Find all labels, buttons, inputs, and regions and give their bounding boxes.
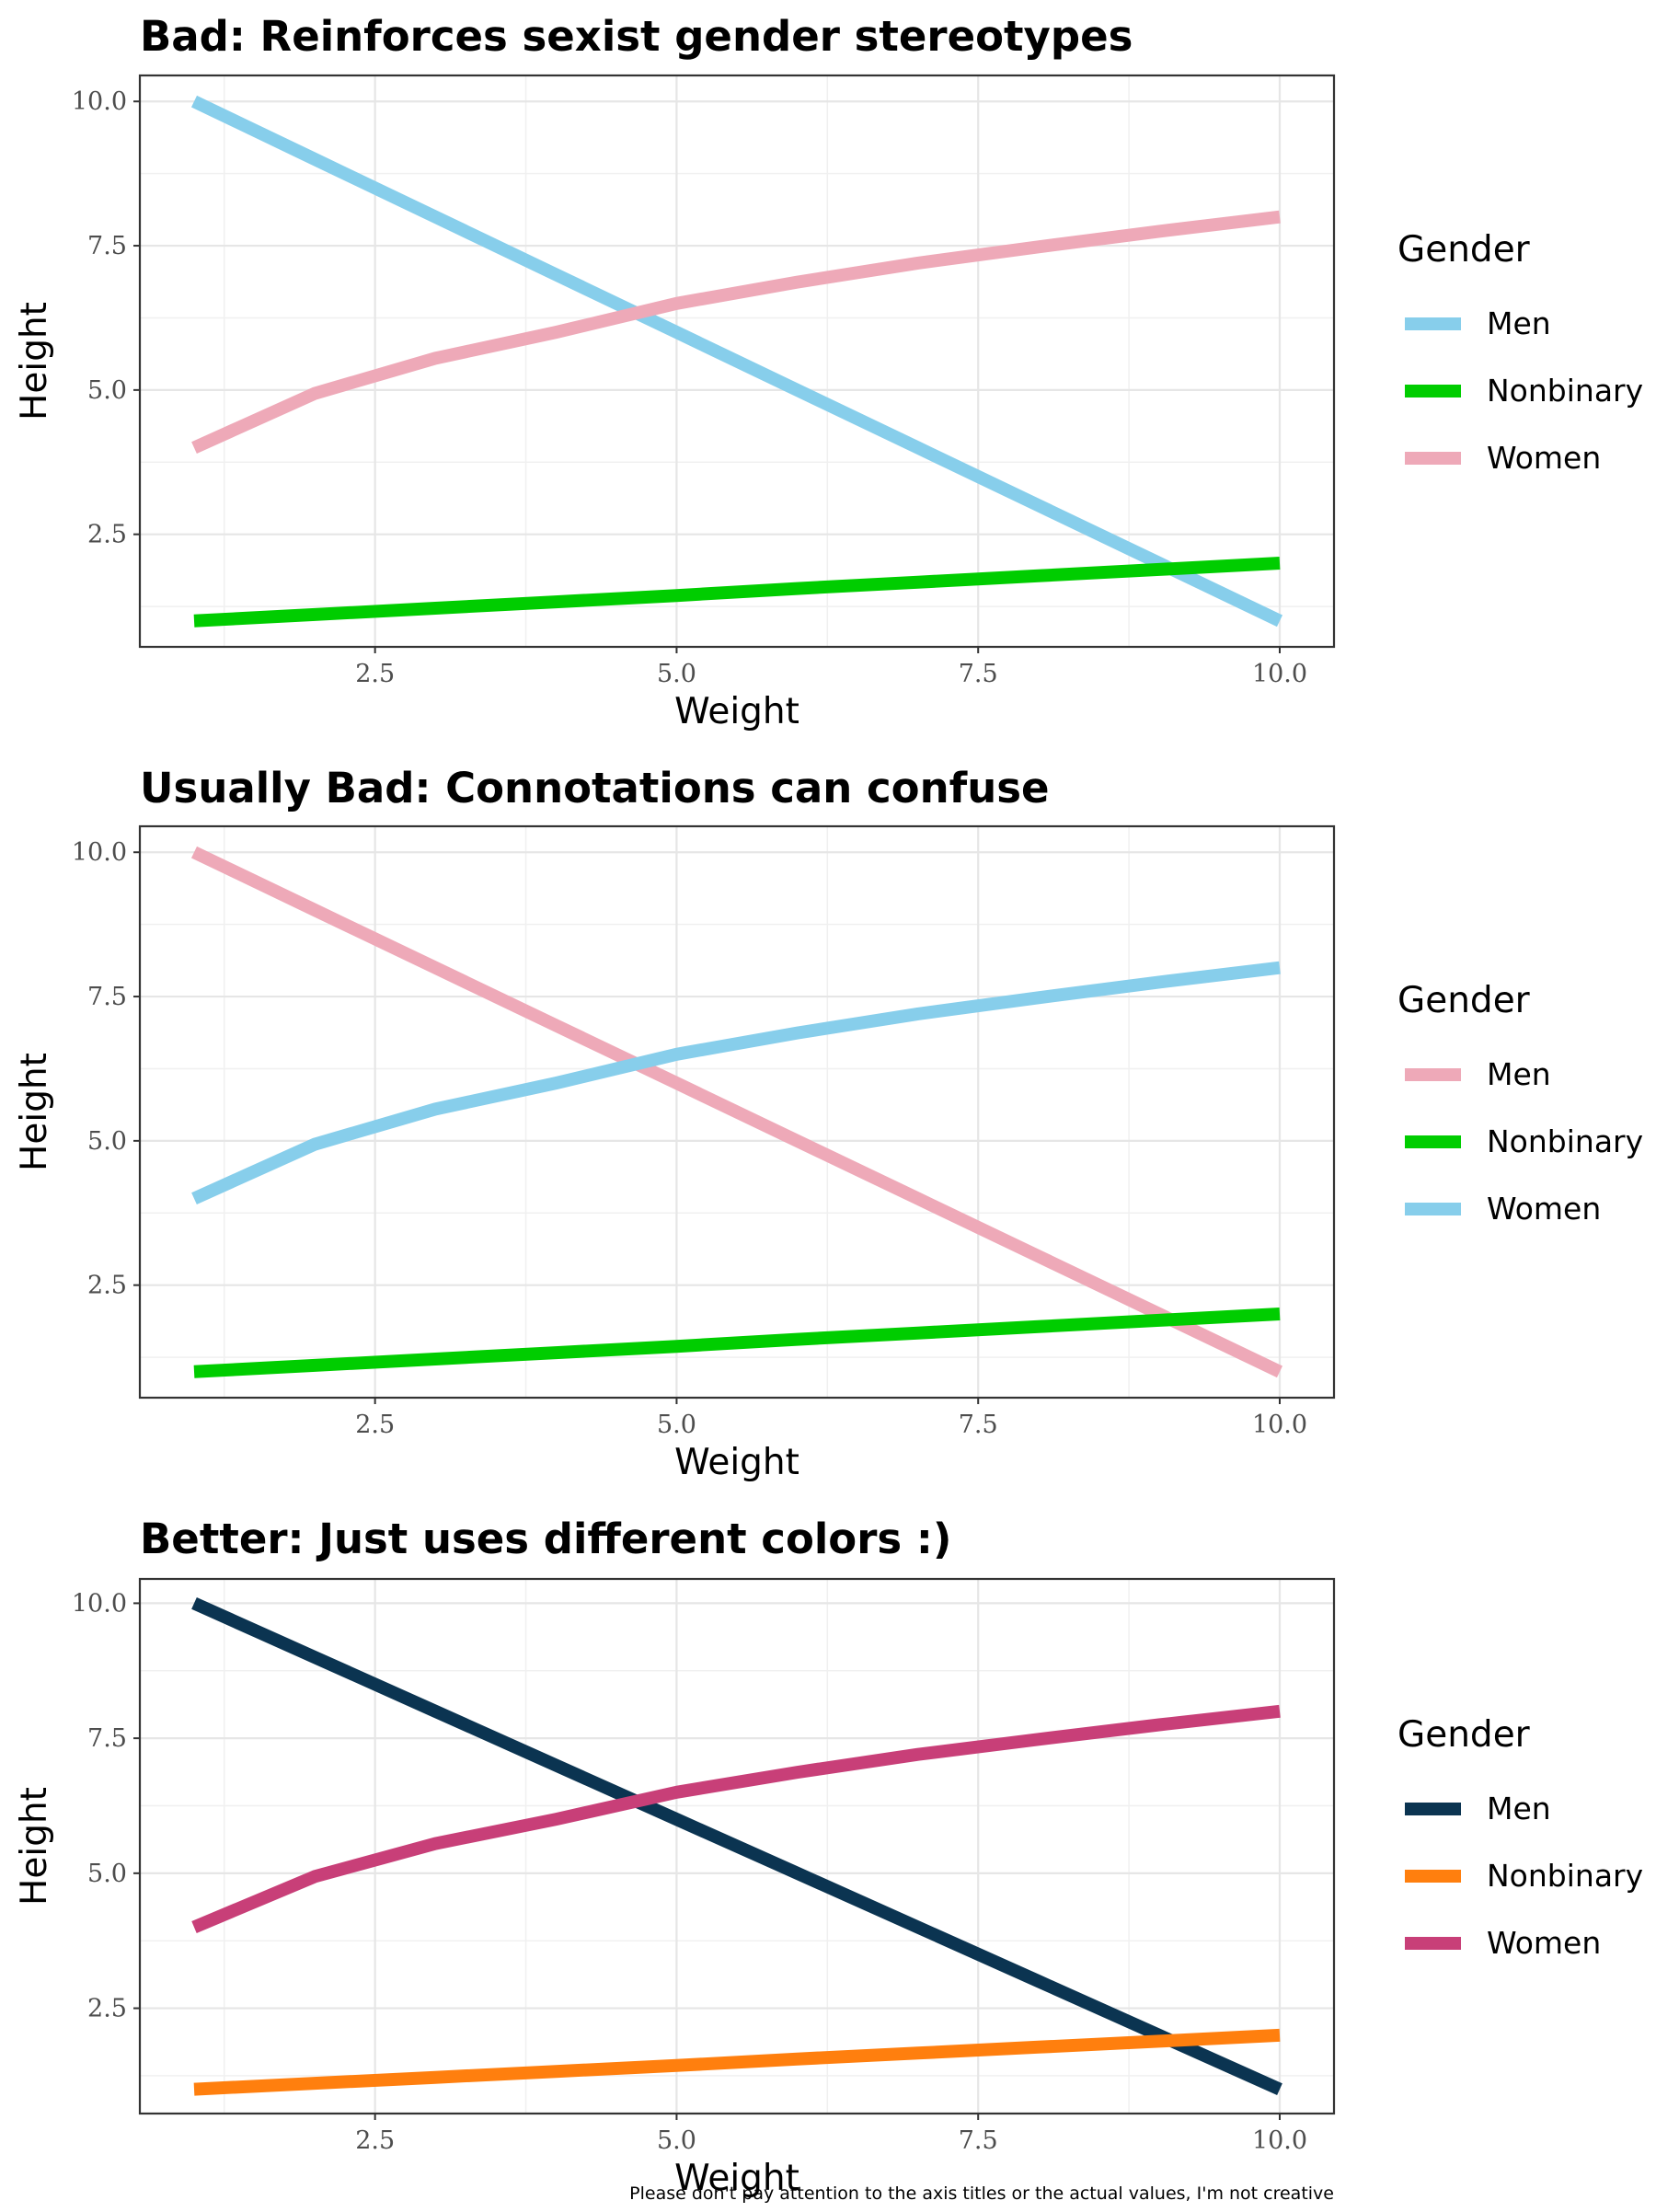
y-tick-label: 10.0 (72, 838, 127, 867)
chart-panel-3: Better: Just uses different colors :) 2.5… (14, 1515, 1643, 2199)
series-line-men (190, 95, 1283, 628)
series-line-women (191, 1704, 1281, 1933)
series-line-nonbinary (193, 557, 1281, 628)
series-line-women (191, 210, 1281, 454)
y-tick-label: 10.0 (72, 87, 127, 116)
chart-panel-2: Usually Bad: Connotations can confuse 2.5… (14, 764, 1643, 1483)
legend-label-women: Women (1487, 440, 1601, 476)
legend-label-men: Men (1487, 1791, 1551, 1826)
legend-label-men: Men (1487, 1056, 1551, 1092)
x-tick-label: 10.0 (1252, 660, 1307, 688)
x-axis-title: Weight (674, 1442, 799, 1483)
y-tick-label: 7.5 (87, 232, 127, 260)
y-axis-title: Height (14, 1053, 55, 1171)
chart-title: Usually Bad: Connotations can confuse (140, 764, 1050, 812)
y-tick-label: 10.0 (72, 1589, 127, 1618)
legend: Gender Men Nonbinary Women (1397, 1714, 1643, 1961)
legend-label-nonbinary: Nonbinary (1487, 373, 1643, 409)
legend-title: Gender (1397, 229, 1531, 271)
y-tick-label: 2.5 (87, 1272, 127, 1300)
chart-title: Better: Just uses different colors :) (140, 1515, 951, 1563)
legend-label-men: Men (1487, 305, 1551, 341)
series-line-men (191, 1597, 1282, 2095)
series-line-nonbinary (193, 1308, 1281, 1378)
y-tick-label: 5.0 (87, 1860, 127, 1888)
x-tick-label: 10.0 (1252, 2126, 1307, 2155)
x-tick-label: 7.5 (959, 2126, 998, 2155)
y-tick-label: 7.5 (87, 1724, 127, 1753)
x-tick-label: 7.5 (959, 660, 998, 688)
legend: Gender Men Nonbinary Women (1397, 229, 1643, 476)
chart-panel-1: Bad: Reinforces sexist gender stereotype… (14, 12, 1643, 732)
y-tick-label: 2.5 (87, 1995, 127, 2023)
x-tick-label: 10.0 (1252, 1411, 1307, 1439)
legend-label-nonbinary: Nonbinary (1487, 1123, 1643, 1159)
y-tick-label: 7.5 (87, 983, 127, 1011)
x-axis-title: Weight (674, 691, 799, 732)
y-axis-title: Height (14, 1787, 55, 1906)
x-tick-label: 5.0 (657, 1411, 696, 1439)
x-tick-label: 2.5 (355, 1411, 395, 1439)
x-tick-label: 2.5 (355, 2126, 395, 2155)
chart-title: Bad: Reinforces sexist gender stereotype… (140, 12, 1133, 61)
series-line-women (191, 961, 1281, 1204)
legend: Gender Men Nonbinary Women (1397, 980, 1643, 1227)
legend-title: Gender (1397, 1714, 1531, 1756)
x-tick-label: 2.5 (355, 660, 395, 688)
x-tick-label: 7.5 (959, 1411, 998, 1439)
series-line-men (190, 846, 1283, 1378)
plot-border (138, 74, 1336, 649)
x-axis-title: Weight (674, 2158, 799, 2199)
plot-border (138, 1577, 1336, 2115)
x-tick-label: 5.0 (657, 660, 696, 688)
y-tick-label: 2.5 (87, 521, 127, 549)
plot-border (138, 824, 1336, 1400)
legend-title: Gender (1397, 980, 1531, 1021)
legend-label-women: Women (1487, 1925, 1601, 1961)
x-tick-label: 5.0 (657, 2126, 696, 2155)
legend-label-nonbinary: Nonbinary (1487, 1858, 1643, 1894)
y-axis-title: Height (14, 302, 55, 421)
series-line-nonbinary (193, 2028, 1281, 2096)
y-tick-label: 5.0 (87, 1127, 127, 1156)
figure-caption: Please don't pay attention to the axis t… (629, 2183, 1334, 2204)
legend-label-women: Women (1487, 1191, 1601, 1227)
y-tick-label: 5.0 (87, 376, 127, 405)
